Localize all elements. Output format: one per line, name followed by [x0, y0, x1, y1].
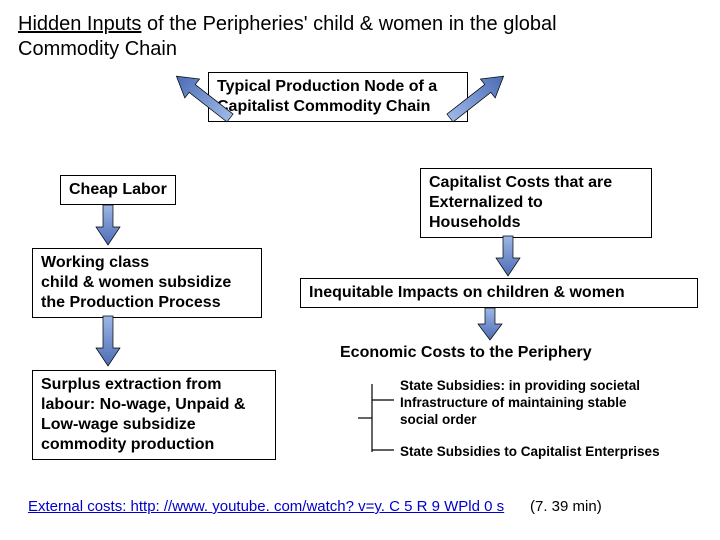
title-underlined: Hidden Inputs — [18, 13, 141, 35]
surplus-l1: Surplus extraction from — [41, 376, 221, 393]
bracket-icon — [358, 384, 394, 452]
arrow-capcosts-to-ineq — [496, 236, 520, 276]
node-cap-costs: Capitalist Costs that are Externalized t… — [420, 168, 652, 238]
slide-title: Hidden Inputs of the Peripheries' child … — [18, 12, 702, 62]
node-sub2: State Subsidies to Capitalist Enterprise… — [400, 444, 700, 461]
title-line2: Commodity Chain — [18, 38, 177, 60]
external-link[interactable]: External costs: http: //www. youtube. co… — [28, 498, 504, 515]
surplus-l4: commodity production — [41, 436, 214, 453]
node-econ: Economic Costs to the Periphery — [340, 343, 592, 363]
node-working: Working class child & women subsidize th… — [32, 248, 262, 318]
cheap-labor-text: Cheap Labor — [69, 181, 167, 198]
title-rest: of the Peripheries' child & women in the… — [141, 13, 556, 35]
node-ineq: Inequitable Impacts on children & women — [300, 278, 698, 308]
node-top: Typical Production Node of a Capitalist … — [208, 72, 468, 122]
node-surplus: Surplus extraction from labour: No-wage,… — [32, 370, 276, 460]
node-sub1: State Subsidies: in providing societal I… — [400, 378, 700, 429]
node-top-l1: Typical Production Node of a — [217, 78, 437, 95]
econ-text: Economic Costs to the Periphery — [340, 344, 592, 361]
arrow-cheap-to-working — [96, 205, 120, 245]
ineq-text: Inequitable Impacts on children & women — [309, 284, 625, 301]
surplus-l3: Low-wage subsidize — [41, 416, 196, 433]
working-l3: the Production Process — [41, 294, 221, 311]
working-l2: child & women subsidize — [41, 274, 231, 291]
sub2-text: State Subsidies to Capitalist Enterprise… — [400, 444, 660, 459]
sub1-l3: social order — [400, 412, 477, 427]
node-top-l2: Capitalist Commodity Chain — [217, 98, 430, 115]
sub1-l1: State Subsidies: in providing societal — [400, 378, 640, 393]
working-l1: Working class — [41, 254, 149, 271]
arrow-ineq-to-econ — [478, 308, 502, 340]
sub1-l2: Infrastructure of maintaining stable — [400, 395, 627, 410]
cap-costs-l2: Externalized to — [429, 194, 543, 211]
link-text: External costs: http: //www. youtube. co… — [28, 498, 504, 515]
cap-costs-l3: Households — [429, 214, 521, 231]
link-tail: (7. 39 min) — [530, 498, 602, 515]
surplus-l2: labour: No-wage, Unpaid & — [41, 396, 245, 413]
arrow-working-to-surplus — [96, 316, 120, 366]
cap-costs-l1: Capitalist Costs that are — [429, 174, 612, 191]
node-cheap-labor: Cheap Labor — [60, 175, 176, 205]
